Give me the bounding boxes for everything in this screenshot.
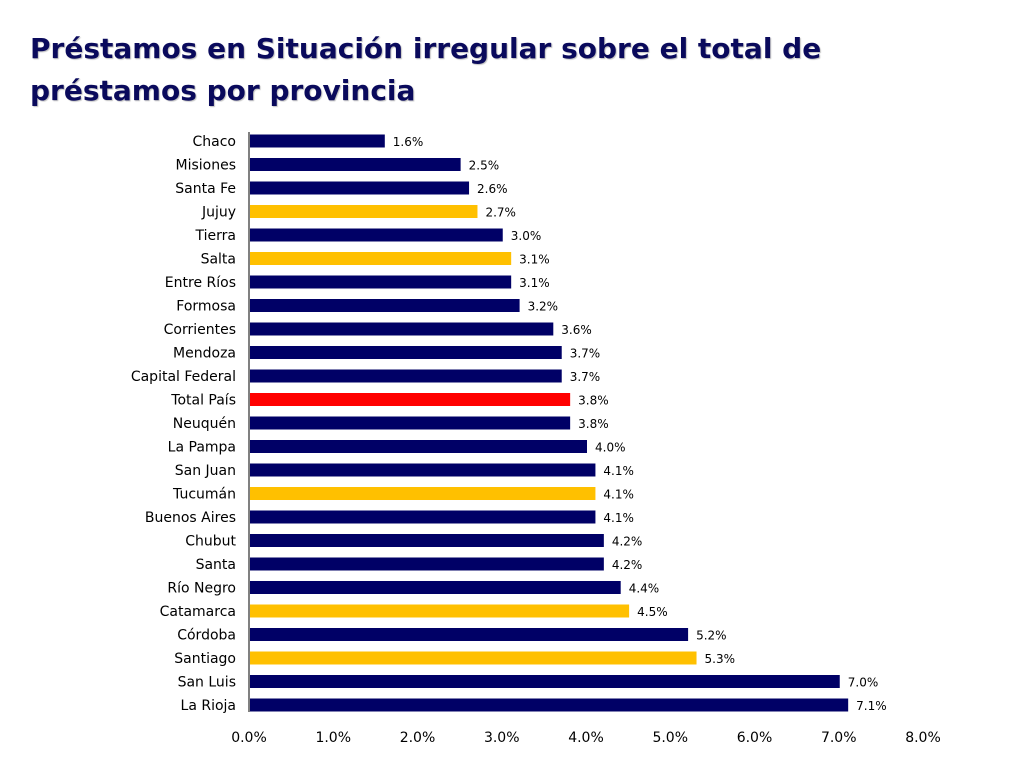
category-label: Tucumán (172, 487, 236, 503)
bar-chubut (250, 534, 604, 547)
x-tick-label: 5.0% (652, 730, 688, 746)
x-tick-label: 0.0% (231, 730, 267, 746)
category-label: Misiones (176, 158, 237, 174)
data-label: 2.6% (477, 182, 508, 196)
bar-total-país (250, 393, 571, 406)
category-label: San Luis (178, 675, 236, 691)
category-label: Santa Fe (175, 181, 236, 197)
chart-title: Préstamos en Situación irregular sobre e… (30, 32, 822, 107)
data-label: 3.7% (570, 347, 601, 361)
data-label: 3.2% (528, 300, 559, 314)
category-label: San Juan (175, 463, 236, 479)
x-tick-label: 4.0% (568, 730, 604, 746)
x-tick-label: 7.0% (821, 730, 857, 746)
bar-río-negro (250, 581, 621, 594)
bar-formosa (250, 299, 520, 312)
bar-jujuy (250, 205, 478, 218)
bar-tierra (250, 228, 503, 242)
bar-catamarca (250, 604, 630, 618)
bar-córdoba (250, 628, 689, 641)
bar-santiago (250, 651, 697, 665)
data-label: 4.2% (612, 535, 643, 549)
x-tick-label: 2.0% (400, 730, 436, 746)
category-label: Capital Federal (131, 369, 236, 385)
category-label: La Pampa (168, 440, 236, 456)
data-label: 2.5% (469, 159, 500, 173)
category-label: Neuquén (173, 416, 236, 432)
data-label: 3.1% (519, 276, 550, 290)
bar-san-luis (250, 675, 840, 688)
data-label: 3.0% (511, 229, 542, 243)
bar-la-pampa (250, 440, 587, 453)
category-label: Corrientes (164, 322, 236, 338)
data-label: 4.0% (595, 441, 626, 455)
category-label: Total País (170, 393, 236, 409)
data-label: 2.7% (485, 206, 515, 220)
x-tick-label: 8.0% (905, 730, 941, 746)
axis-group: Chaco Misiones Santa Fe Jujuy Tierra Salta En… (131, 132, 941, 746)
category-label: Chubut (185, 534, 236, 550)
category-label: Tierra (195, 228, 236, 244)
bar-chaco (250, 134, 385, 148)
bar-entre-ríos (250, 275, 512, 289)
x-tick-label: 6.0% (737, 730, 773, 746)
bar-mendoza (250, 346, 562, 359)
bars-group: 1.6% 2.5% 2.6% 2.7% 3.0% 3.1% 3.1% 3.2%3.6% 3.7%… (250, 134, 887, 713)
data-label: 7.1% (856, 699, 887, 713)
bar-neuquén (250, 416, 571, 430)
data-label: 4.1% (603, 488, 634, 502)
data-label: 3.8% (578, 417, 609, 431)
data-label: 3.1% (519, 253, 550, 267)
data-label: 3.8% (578, 394, 609, 408)
category-label: Catamarca (160, 604, 236, 620)
data-label: 3.6% (561, 323, 592, 337)
category-label: Formosa (176, 299, 236, 315)
data-label: 5.3% (705, 652, 736, 666)
category-label: La Rioja (181, 698, 236, 714)
category-label: Mendoza (173, 346, 236, 362)
data-label: 4.1% (603, 511, 634, 525)
category-label: Salta (201, 252, 236, 268)
bar-tucumán (250, 487, 596, 500)
category-label: Chaco (193, 134, 237, 150)
x-tick-label: 3.0% (484, 730, 520, 746)
data-label: 4.4% (629, 582, 660, 596)
bar-santa-fe (250, 181, 470, 195)
data-label: 4.2% (612, 558, 643, 572)
bar-santa (250, 557, 604, 571)
bar-san-juan (250, 463, 596, 477)
data-label: 4.5% (637, 605, 668, 619)
category-label: Córdoba (177, 628, 236, 644)
category-label: Río Negro (167, 581, 236, 597)
x-tick-label: 1.0% (315, 730, 351, 746)
category-label: Santa (196, 557, 236, 573)
data-label: 7.0% (848, 676, 879, 690)
data-label: 4.1% (603, 464, 634, 478)
data-label: 5.2% (696, 629, 727, 643)
bar-corrientes (250, 322, 554, 336)
bar-salta (250, 252, 512, 265)
data-label: 3.7% (570, 370, 601, 384)
bar-buenos-aires (250, 510, 596, 524)
data-label: 1.6% (393, 135, 424, 149)
bar-capital-federal (250, 369, 562, 383)
category-label: Entre Ríos (165, 275, 236, 291)
bar-la-rioja (250, 698, 849, 712)
bar-misiones (250, 158, 461, 171)
category-label: Santiago (174, 651, 236, 667)
category-label: Buenos Aires (145, 510, 236, 526)
category-label: Jujuy (201, 205, 236, 221)
